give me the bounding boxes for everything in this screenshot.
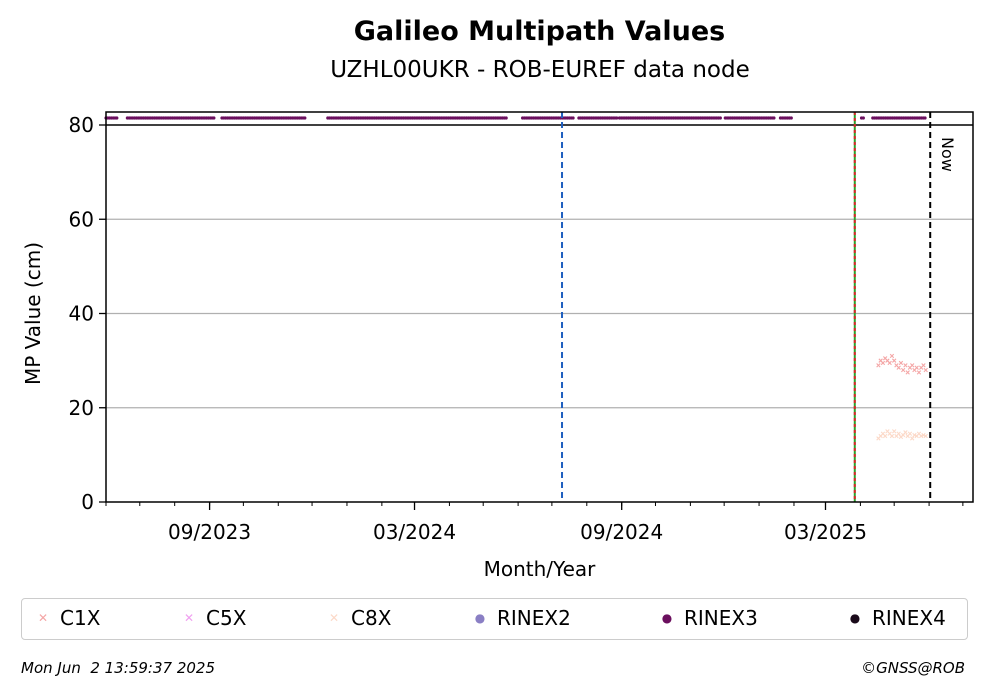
y-tick-label: 40 — [69, 302, 94, 326]
y-tick-label: 20 — [69, 396, 94, 420]
data-point-c1x — [876, 363, 881, 368]
legend-item-rinex3: ● RINEX3 — [660, 606, 758, 630]
data-point-c8x — [891, 429, 897, 434]
rinex-point — [615, 116, 619, 120]
legend-item-c8x: ✕ C8X — [327, 606, 391, 630]
y-tick-label: 80 — [69, 113, 94, 137]
y-tick-label: 0 — [81, 490, 94, 514]
legend-label: RINEX4 — [872, 606, 946, 630]
rinex-point — [212, 116, 216, 120]
x-tick-label: 09/2023 — [168, 520, 251, 544]
data-point-c8x — [923, 433, 928, 439]
x-tick-label: 03/2025 — [784, 520, 867, 544]
data-point-c8x — [889, 433, 895, 439]
data-point-c1x — [891, 358, 897, 363]
data-point-c1x — [923, 367, 928, 373]
data-point-c8x — [903, 430, 908, 435]
legend-item-c1x: ✕ C1X — [36, 606, 100, 630]
rinex-point — [923, 116, 927, 120]
data-point-c8x — [912, 432, 917, 438]
data-point-c1x — [898, 360, 904, 366]
legend-marker: ✕ — [183, 611, 195, 625]
legend-marker: ✕ — [328, 611, 340, 625]
data-point-c1x — [880, 360, 886, 366]
legend-item-c5x: ✕ C5X — [182, 606, 246, 630]
data-point-c1x — [901, 367, 906, 373]
x-axis-label: Month/Year — [484, 557, 597, 581]
chart-subtitle: UZHL00UKR - ROB-EUREF data node — [330, 57, 750, 83]
data-point-c1x — [905, 370, 910, 375]
data-point-c8x — [882, 433, 888, 439]
data-point-c8x — [896, 431, 901, 436]
legend-marker: ● — [849, 611, 861, 625]
x-tick-label: 09/2024 — [580, 520, 663, 544]
rinex-point — [789, 116, 793, 120]
legend-label: C8X — [351, 606, 392, 630]
data-point-c8x — [921, 432, 926, 438]
rinex-point — [718, 116, 722, 120]
rinex-point — [303, 116, 307, 120]
plot-frame — [105, 111, 974, 503]
legend-label: RINEX2 — [497, 606, 571, 630]
rinex-point — [861, 116, 865, 120]
legend-label: C1X — [60, 606, 101, 630]
data-point-c1x — [914, 365, 919, 370]
legend-marker: ✕ — [37, 611, 49, 625]
legend-item-rinex2: ● RINEX2 — [473, 606, 571, 630]
rinex-point — [115, 116, 119, 120]
data-point-c8x — [910, 436, 915, 441]
footer-timestamp: Mon Jun 2 13:59:37 2025 — [21, 659, 215, 677]
data-point-c8x — [907, 431, 913, 436]
rinex-point — [571, 116, 575, 120]
data-point-c1x — [889, 353, 895, 359]
rinex-point — [504, 116, 508, 120]
now-label: Now — [938, 137, 957, 172]
data-point-c1x — [921, 363, 926, 368]
data-point-c1x — [903, 363, 908, 368]
legend-marker: ● — [474, 611, 486, 625]
y-axis-label: MP Value (cm) — [21, 242, 45, 385]
x-tick-label: 03/2024 — [373, 520, 456, 544]
y-tick-label: 60 — [69, 207, 94, 231]
data-point-c1x — [887, 360, 892, 366]
legend-label: RINEX3 — [684, 606, 758, 630]
data-point-c1x — [910, 363, 915, 368]
chart-title: Galileo Multipath Values — [353, 16, 726, 47]
data-point-c1x — [916, 370, 922, 375]
rinex-point — [772, 116, 776, 120]
chart-legend: ✕ C1X ✕ C5X ✕ C8X ● RINEX2 ● RINEX3 ● RINEX4 — [21, 598, 968, 640]
legend-marker: ● — [661, 611, 673, 625]
data-point-c8x — [919, 433, 924, 439]
data-point-c1x — [896, 365, 901, 370]
legend-item-rinex4: ● RINEX4 — [848, 606, 946, 630]
legend-label: C5X — [206, 606, 247, 630]
footer-copyright: ©GNSS@ROB — [861, 659, 965, 677]
chart-plot: Now 0 20 40 60 80 09/2023 03/2024 09/2024 03/2025… — [21, 111, 974, 581]
